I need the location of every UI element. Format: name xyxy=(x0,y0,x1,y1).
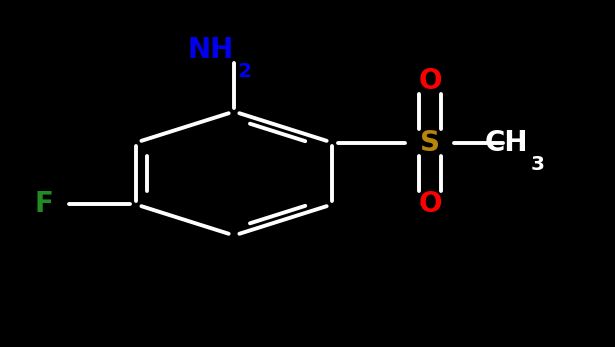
Text: 2: 2 xyxy=(237,62,251,81)
Text: O: O xyxy=(418,191,442,219)
Text: F: F xyxy=(35,191,54,219)
Text: O: O xyxy=(418,67,442,95)
Text: CH: CH xyxy=(485,128,528,156)
Text: 3: 3 xyxy=(531,154,545,174)
Text: NH: NH xyxy=(188,36,234,64)
Text: S: S xyxy=(420,128,440,156)
